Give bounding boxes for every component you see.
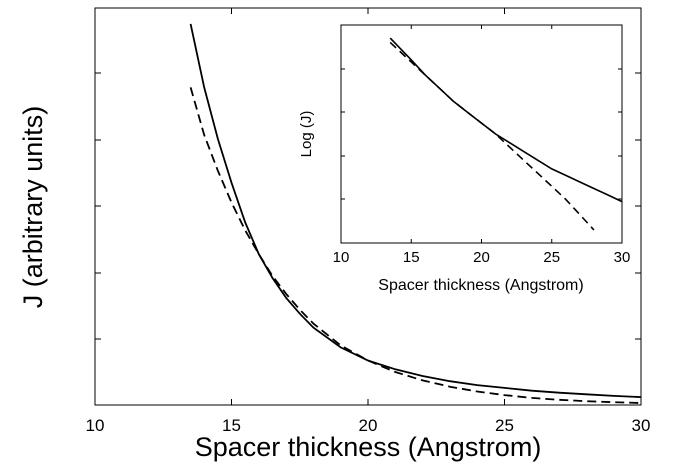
inset-x-tick-label: 25 bbox=[543, 249, 560, 266]
main-y-ticks bbox=[95, 72, 641, 340]
main-x-tick-label: 15 bbox=[222, 416, 241, 435]
inset-x-ticks: 10 15 20 25 30 bbox=[333, 25, 631, 266]
inset-y-axis-label: Log (J) bbox=[298, 111, 315, 158]
inset-series-solid-line bbox=[389, 37, 623, 203]
main-x-axis-label: Spacer thickness (Angstrom) bbox=[195, 432, 542, 462]
inset-chart: 10 15 20 25 30 Spacer thickness (Angstrom) L… bbox=[298, 24, 631, 294]
main-x-tick-label: 25 bbox=[495, 416, 514, 435]
main-series-dashed-line bbox=[189, 87, 642, 404]
main-series-solid-line bbox=[189, 23, 642, 398]
inset-x-tick-label: 15 bbox=[403, 249, 420, 266]
inset-y-ticks bbox=[341, 68, 622, 200]
inset-x-axis-label: Spacer thickness (Angstrom) bbox=[378, 277, 583, 294]
main-y-axis-label: J (arbitrary units) bbox=[18, 106, 48, 309]
main-chart: 10 15 20 25 30 Spacer thickness (Angstrom) J… bbox=[18, 7, 651, 462]
inset-plot-frame bbox=[340, 24, 623, 244]
inset-x-tick-label: 20 bbox=[473, 249, 490, 266]
inset-series-group bbox=[389, 37, 623, 231]
inset-x-tick-label: 10 bbox=[333, 249, 350, 266]
inset-series-dashed-line bbox=[389, 41, 595, 231]
main-x-ticks: 10 15 20 25 30 bbox=[86, 8, 651, 435]
main-x-tick-label: 20 bbox=[359, 416, 378, 435]
main-x-tick-label: 30 bbox=[632, 416, 651, 435]
main-x-tick-label: 10 bbox=[86, 416, 105, 435]
main-series-group bbox=[189, 23, 642, 404]
inset-x-tick-label: 30 bbox=[614, 249, 631, 266]
